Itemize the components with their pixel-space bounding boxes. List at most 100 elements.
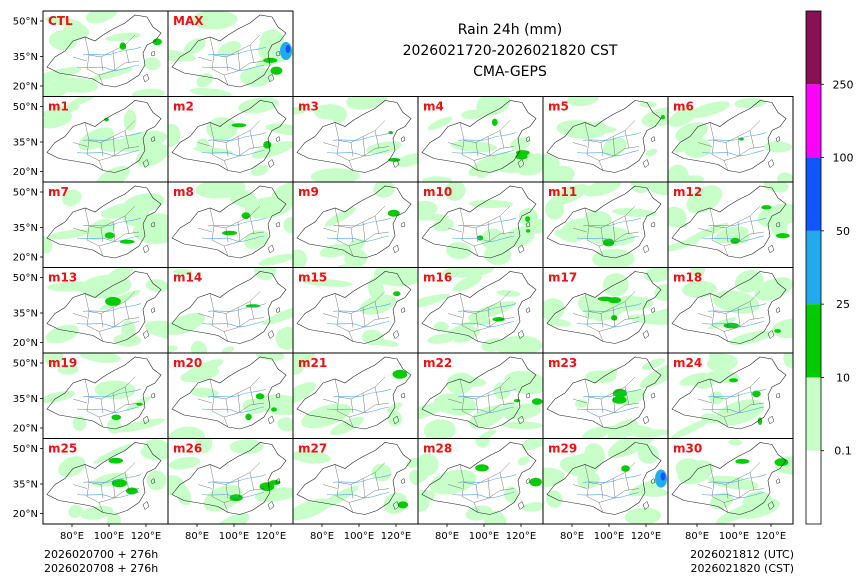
rain-patch xyxy=(310,168,361,182)
rain-patch xyxy=(44,353,64,367)
country-border xyxy=(46,442,162,515)
rain-patch xyxy=(501,401,519,420)
country-border xyxy=(671,356,787,430)
panel-m8: m8 xyxy=(167,181,294,268)
rain-heavy xyxy=(660,115,665,120)
rain-patch xyxy=(468,199,514,209)
rain-patch xyxy=(642,306,668,321)
colorbar-label: 10 xyxy=(836,371,850,384)
rain-patch xyxy=(450,140,497,153)
panel-label: m15 xyxy=(298,271,327,285)
panel-content xyxy=(168,11,293,97)
lat-tick-label: 20°N xyxy=(13,424,38,435)
rivers xyxy=(76,217,142,242)
rain-patch xyxy=(668,107,697,127)
rivers xyxy=(326,217,392,242)
rain-patch xyxy=(469,405,507,429)
rain-patch xyxy=(217,41,242,58)
panel-m18: m18 xyxy=(667,267,794,354)
panel-label: m25 xyxy=(48,442,77,456)
panel-label: m23 xyxy=(548,356,577,370)
panel-m17: m17 xyxy=(542,267,669,354)
country-border xyxy=(296,100,412,173)
rain-heavy xyxy=(111,414,121,421)
lon-tick-label: 80°E xyxy=(60,531,84,542)
province-lines xyxy=(697,205,765,257)
lat-tick-label: 50°N xyxy=(13,359,38,370)
country-border xyxy=(46,14,162,88)
panel-label: m13 xyxy=(48,271,77,285)
rain-patch xyxy=(686,185,723,214)
rain-patch xyxy=(371,463,392,482)
rain-patch xyxy=(427,116,453,131)
rain-patch xyxy=(168,123,181,147)
panel-label: m3 xyxy=(298,100,319,114)
lon-tick-label: 80°E xyxy=(435,531,459,542)
rain-patch xyxy=(190,387,219,398)
islands xyxy=(642,221,656,254)
province-lines xyxy=(322,376,390,428)
panel-content xyxy=(43,267,168,353)
lon-tick-label: 100°E xyxy=(719,531,749,542)
rain-heavy xyxy=(475,464,489,472)
country-border xyxy=(421,442,537,515)
islands xyxy=(767,221,781,254)
country-border xyxy=(671,185,787,259)
lon-tick-label: 80°E xyxy=(185,531,209,542)
province-lines xyxy=(72,376,140,428)
rain-patch xyxy=(418,212,450,221)
rain-patch xyxy=(315,485,359,511)
province-lines xyxy=(697,376,765,428)
rain-patch xyxy=(184,359,224,378)
rain-patch xyxy=(483,510,507,524)
rain-patch xyxy=(349,238,366,250)
panel-background xyxy=(168,96,293,182)
rivers xyxy=(576,474,642,499)
chart-period: 2026021720-2026021820 CST xyxy=(402,43,618,59)
panel-label: m5 xyxy=(548,100,569,114)
panel-m20: m20 xyxy=(167,352,294,439)
panel-label: m8 xyxy=(173,185,194,199)
lon-tick-label: 80°E xyxy=(310,531,334,542)
rain-patch xyxy=(330,416,365,436)
panel-content xyxy=(543,438,668,524)
rain-heavy xyxy=(152,38,162,46)
panel-content xyxy=(418,182,543,268)
rain-patch xyxy=(144,57,161,71)
rain-patch xyxy=(734,270,764,293)
province-lines xyxy=(72,120,140,171)
country-border xyxy=(46,185,162,259)
lat-tick-label: 35°N xyxy=(13,394,38,405)
lon-tick-label: 100°E xyxy=(594,531,624,542)
rain-heavy xyxy=(263,141,272,149)
lat-tick-label: 50°N xyxy=(13,188,38,199)
rain-patch xyxy=(396,153,418,168)
rain-patch xyxy=(293,498,332,521)
panel-label: m17 xyxy=(548,271,577,285)
rain-patch xyxy=(708,475,759,490)
rain-patch xyxy=(190,11,238,30)
rivers xyxy=(576,388,642,413)
lat-tick-label: 35°N xyxy=(13,52,38,63)
rain-patch xyxy=(543,172,561,182)
rivers xyxy=(201,303,267,328)
panel-label: m7 xyxy=(48,185,69,199)
rain-patch xyxy=(602,424,654,437)
rain-patch xyxy=(57,364,79,375)
lat-tick-label: 35°N xyxy=(13,223,38,234)
rain-patch xyxy=(48,229,91,240)
rain-patch xyxy=(504,370,543,395)
panel-label: m20 xyxy=(173,356,202,370)
panel-label: m21 xyxy=(298,356,327,370)
rain-patch xyxy=(229,439,264,455)
rain-heavy xyxy=(729,378,739,383)
rain-heavy xyxy=(393,291,401,297)
rain-patch xyxy=(528,153,543,170)
rain-patch xyxy=(427,333,456,344)
panel-m7: m7 xyxy=(42,181,169,268)
rain-patch xyxy=(135,143,168,168)
rivers xyxy=(576,303,642,328)
province-lines xyxy=(197,376,265,428)
rain-patch xyxy=(644,267,668,283)
colorbar-label: 0.1 xyxy=(834,445,852,458)
